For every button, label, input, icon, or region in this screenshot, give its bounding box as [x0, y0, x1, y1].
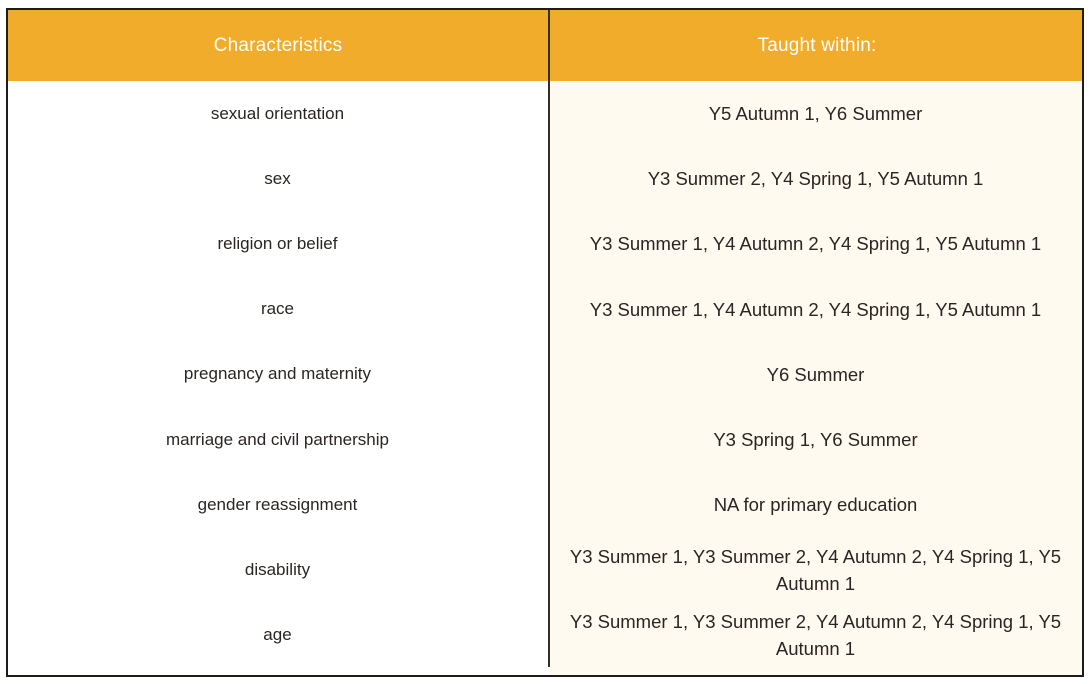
taught-within-cell: Y3 Summer 1, Y3 Summer 2, Y4 Autumn 2, Y…	[569, 545, 1062, 594]
table-row: race Y3 Summer 1, Y4 Autumn 2, Y4 Spring…	[8, 277, 1082, 342]
characteristic-cell: race	[260, 299, 295, 319]
characteristic-cell: disability	[244, 559, 311, 579]
taught-within-cell: Y3 Summer 1, Y4 Autumn 2, Y4 Spring 1, Y…	[589, 233, 1042, 255]
table-row: marriage and civil partnership Y3 Spring…	[8, 407, 1082, 472]
taught-within-cell: Y3 Summer 1, Y3 Summer 2, Y4 Autumn 2, Y…	[569, 611, 1062, 660]
taught-within-cell: Y5 Autumn 1, Y6 Summer	[708, 103, 923, 125]
table-row: pregnancy and maternity Y6 Summer	[8, 342, 1082, 407]
table-row: sexual orientation Y5 Autumn 1, Y6 Summe…	[8, 81, 1082, 146]
characteristic-cell: sex	[264, 168, 291, 188]
characteristic-cell: religion or belief	[217, 233, 338, 253]
taught-within-cell: Y3 Spring 1, Y6 Summer	[713, 429, 918, 451]
header-characteristics: Characteristics	[213, 34, 343, 56]
table-row: gender reassignment NA for primary educa…	[8, 472, 1082, 537]
table-row: religion or belief Y3 Summer 1, Y4 Autum…	[8, 211, 1082, 276]
taught-within-cell: Y6 Summer	[766, 363, 865, 385]
header-taught-within: Taught within:	[757, 34, 877, 56]
table-row: disability Y3 Summer 1, Y3 Summer 2, Y4 …	[8, 537, 1082, 602]
characteristic-cell: age	[263, 625, 292, 645]
characteristic-cell: pregnancy and maternity	[183, 364, 372, 384]
table-row: sex Y3 Summer 2, Y4 Spring 1, Y5 Autumn …	[8, 146, 1082, 211]
taught-within-cell: Y3 Summer 1, Y4 Autumn 2, Y4 Spring 1, Y…	[589, 298, 1042, 320]
table-row: age Y3 Summer 1, Y3 Summer 2, Y4 Autumn …	[8, 603, 1082, 668]
taught-within-cell: NA for primary education	[713, 494, 918, 516]
column-divider	[548, 10, 550, 667]
table-body: sexual orientation Y5 Autumn 1, Y6 Summe…	[8, 81, 1082, 668]
taught-column-background	[550, 81, 1082, 675]
table-header: Characteristics Taught within:	[8, 10, 1082, 81]
characteristic-cell: gender reassignment	[197, 494, 358, 514]
characteristic-cell: sexual orientation	[210, 103, 345, 123]
characteristics-table: Characteristics Taught within: sexual or…	[6, 8, 1084, 677]
taught-within-cell: Y3 Summer 2, Y4 Spring 1, Y5 Autumn 1	[647, 168, 984, 190]
characteristic-cell: marriage and civil partnership	[165, 429, 389, 449]
